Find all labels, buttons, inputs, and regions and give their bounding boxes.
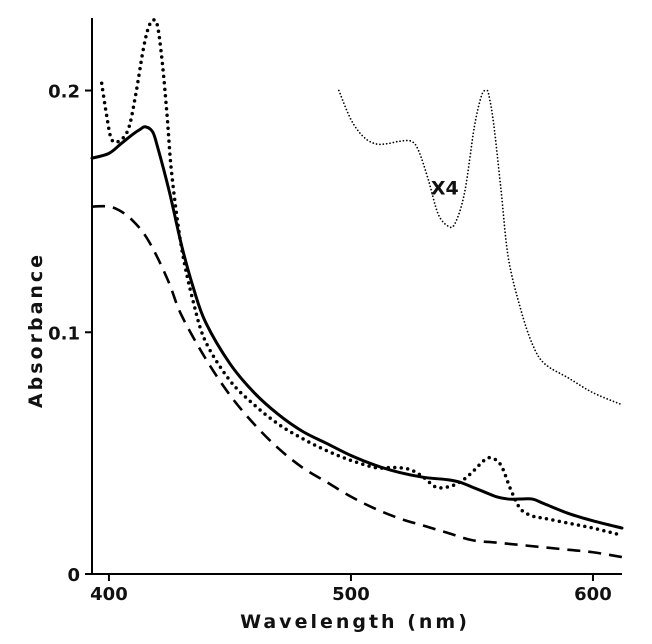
x4-annotation: X4 bbox=[431, 177, 459, 199]
y-tick-label-0.2: 0.2 bbox=[48, 82, 80, 103]
y-ticks bbox=[85, 89, 92, 575]
series-x4-expanded-line bbox=[337, 89, 623, 406]
series-dotted-line bbox=[99, 18, 624, 538]
x-ticks bbox=[107, 574, 594, 581]
series-dashed-line bbox=[91, 204, 623, 559]
y-axis-title: Absorbance bbox=[25, 252, 47, 408]
x-axis-title: Wavelength (nm) bbox=[240, 611, 470, 633]
y-tick-label-0.1: 0.1 bbox=[48, 323, 80, 344]
y-tick-label-0: 0 bbox=[67, 565, 80, 586]
x-tick-label-600: 600 bbox=[574, 584, 612, 605]
x-tick-label-500: 500 bbox=[332, 584, 370, 605]
x-tick-label-400: 400 bbox=[90, 584, 128, 605]
